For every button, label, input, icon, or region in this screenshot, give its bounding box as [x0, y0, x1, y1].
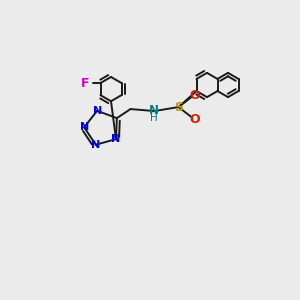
Text: O: O — [189, 112, 200, 126]
Text: N: N — [80, 122, 89, 132]
Text: N: N — [111, 134, 121, 144]
Text: F: F — [81, 76, 90, 89]
Text: N: N — [93, 106, 102, 116]
Text: N: N — [91, 140, 101, 150]
Text: S: S — [174, 100, 183, 114]
Text: N: N — [148, 103, 158, 117]
Text: H: H — [150, 113, 158, 123]
Text: O: O — [189, 88, 200, 102]
